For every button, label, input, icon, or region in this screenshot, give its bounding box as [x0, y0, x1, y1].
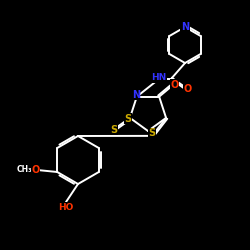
Text: S: S	[110, 125, 118, 135]
Text: O: O	[170, 80, 178, 90]
Text: CH₃: CH₃	[16, 164, 32, 173]
Text: HO: HO	[58, 202, 74, 211]
Text: O: O	[184, 84, 192, 94]
Text: HN: HN	[152, 74, 166, 82]
Text: S: S	[124, 114, 132, 124]
Text: N: N	[132, 90, 140, 100]
Text: N: N	[181, 22, 189, 32]
Text: O: O	[31, 165, 39, 175]
Text: S: S	[148, 128, 156, 138]
